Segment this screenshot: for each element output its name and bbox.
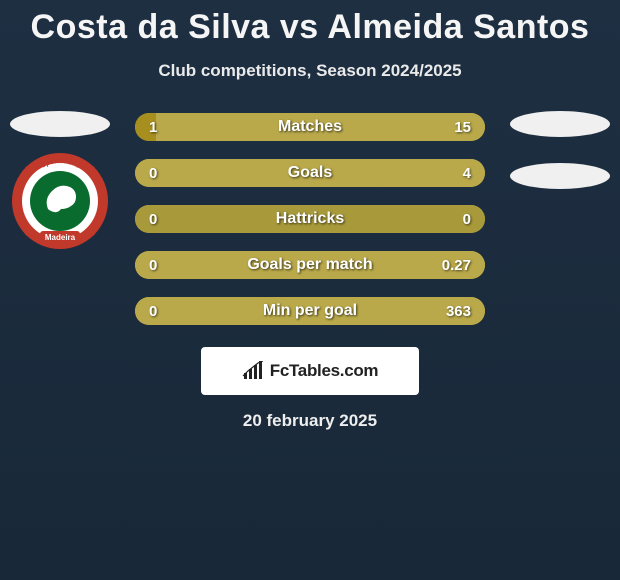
metric-value-right: 15 xyxy=(454,119,471,136)
brand-chart-icon xyxy=(242,361,264,381)
left-badge-column: Sport Marit Madeira xyxy=(0,111,120,251)
metric-value-left: 0 xyxy=(149,211,157,228)
metric-label: Goals xyxy=(288,164,332,182)
country-flag-placeholder-left xyxy=(10,111,110,137)
metric-value-right: 4 xyxy=(463,165,471,182)
page-title: Costa da Silva vs Almeida Santos xyxy=(0,0,620,47)
crest-bottom-label: Madeira xyxy=(45,233,76,242)
brand-text: FcTables.com xyxy=(270,361,379,381)
metric-value-left: 1 xyxy=(149,119,157,136)
metric-value-left: 0 xyxy=(149,165,157,182)
comparison-bars: 1 Matches 15 0 Goals 4 0 Hattricks 0 0 Goals per m… xyxy=(135,111,485,325)
metric-label: Min per goal xyxy=(263,302,357,320)
subtitle: Club competitions, Season 2024/2025 xyxy=(0,61,620,81)
metric-row: 0 Min per goal 363 xyxy=(135,297,485,325)
date-label: 20 february 2025 xyxy=(0,411,620,431)
metric-value-right: 0.27 xyxy=(442,257,471,274)
club-crest-left: Sport Marit Madeira xyxy=(10,151,110,251)
metric-label: Hattricks xyxy=(276,210,344,228)
metric-value-left: 0 xyxy=(149,303,157,320)
metric-row: 0 Goals per match 0.27 xyxy=(135,251,485,279)
metric-row: 0 Goals 4 xyxy=(135,159,485,187)
country-flag-placeholder-right-2 xyxy=(510,163,610,189)
metric-label: Matches xyxy=(278,118,342,136)
metric-value-right: 0 xyxy=(463,211,471,228)
metric-value-right: 363 xyxy=(446,303,471,320)
metric-row: 0 Hattricks 0 xyxy=(135,205,485,233)
comparison-content: Sport Marit Madeira 1 Matches 15 0 Goals 4 0 Ha… xyxy=(0,111,620,325)
brand-watermark: FcTables.com xyxy=(201,347,419,395)
country-flag-placeholder-right-1 xyxy=(510,111,610,137)
metric-row: 1 Matches 15 xyxy=(135,113,485,141)
metric-value-left: 0 xyxy=(149,257,157,274)
right-badge-column xyxy=(500,111,620,189)
metric-label: Goals per match xyxy=(247,256,372,274)
